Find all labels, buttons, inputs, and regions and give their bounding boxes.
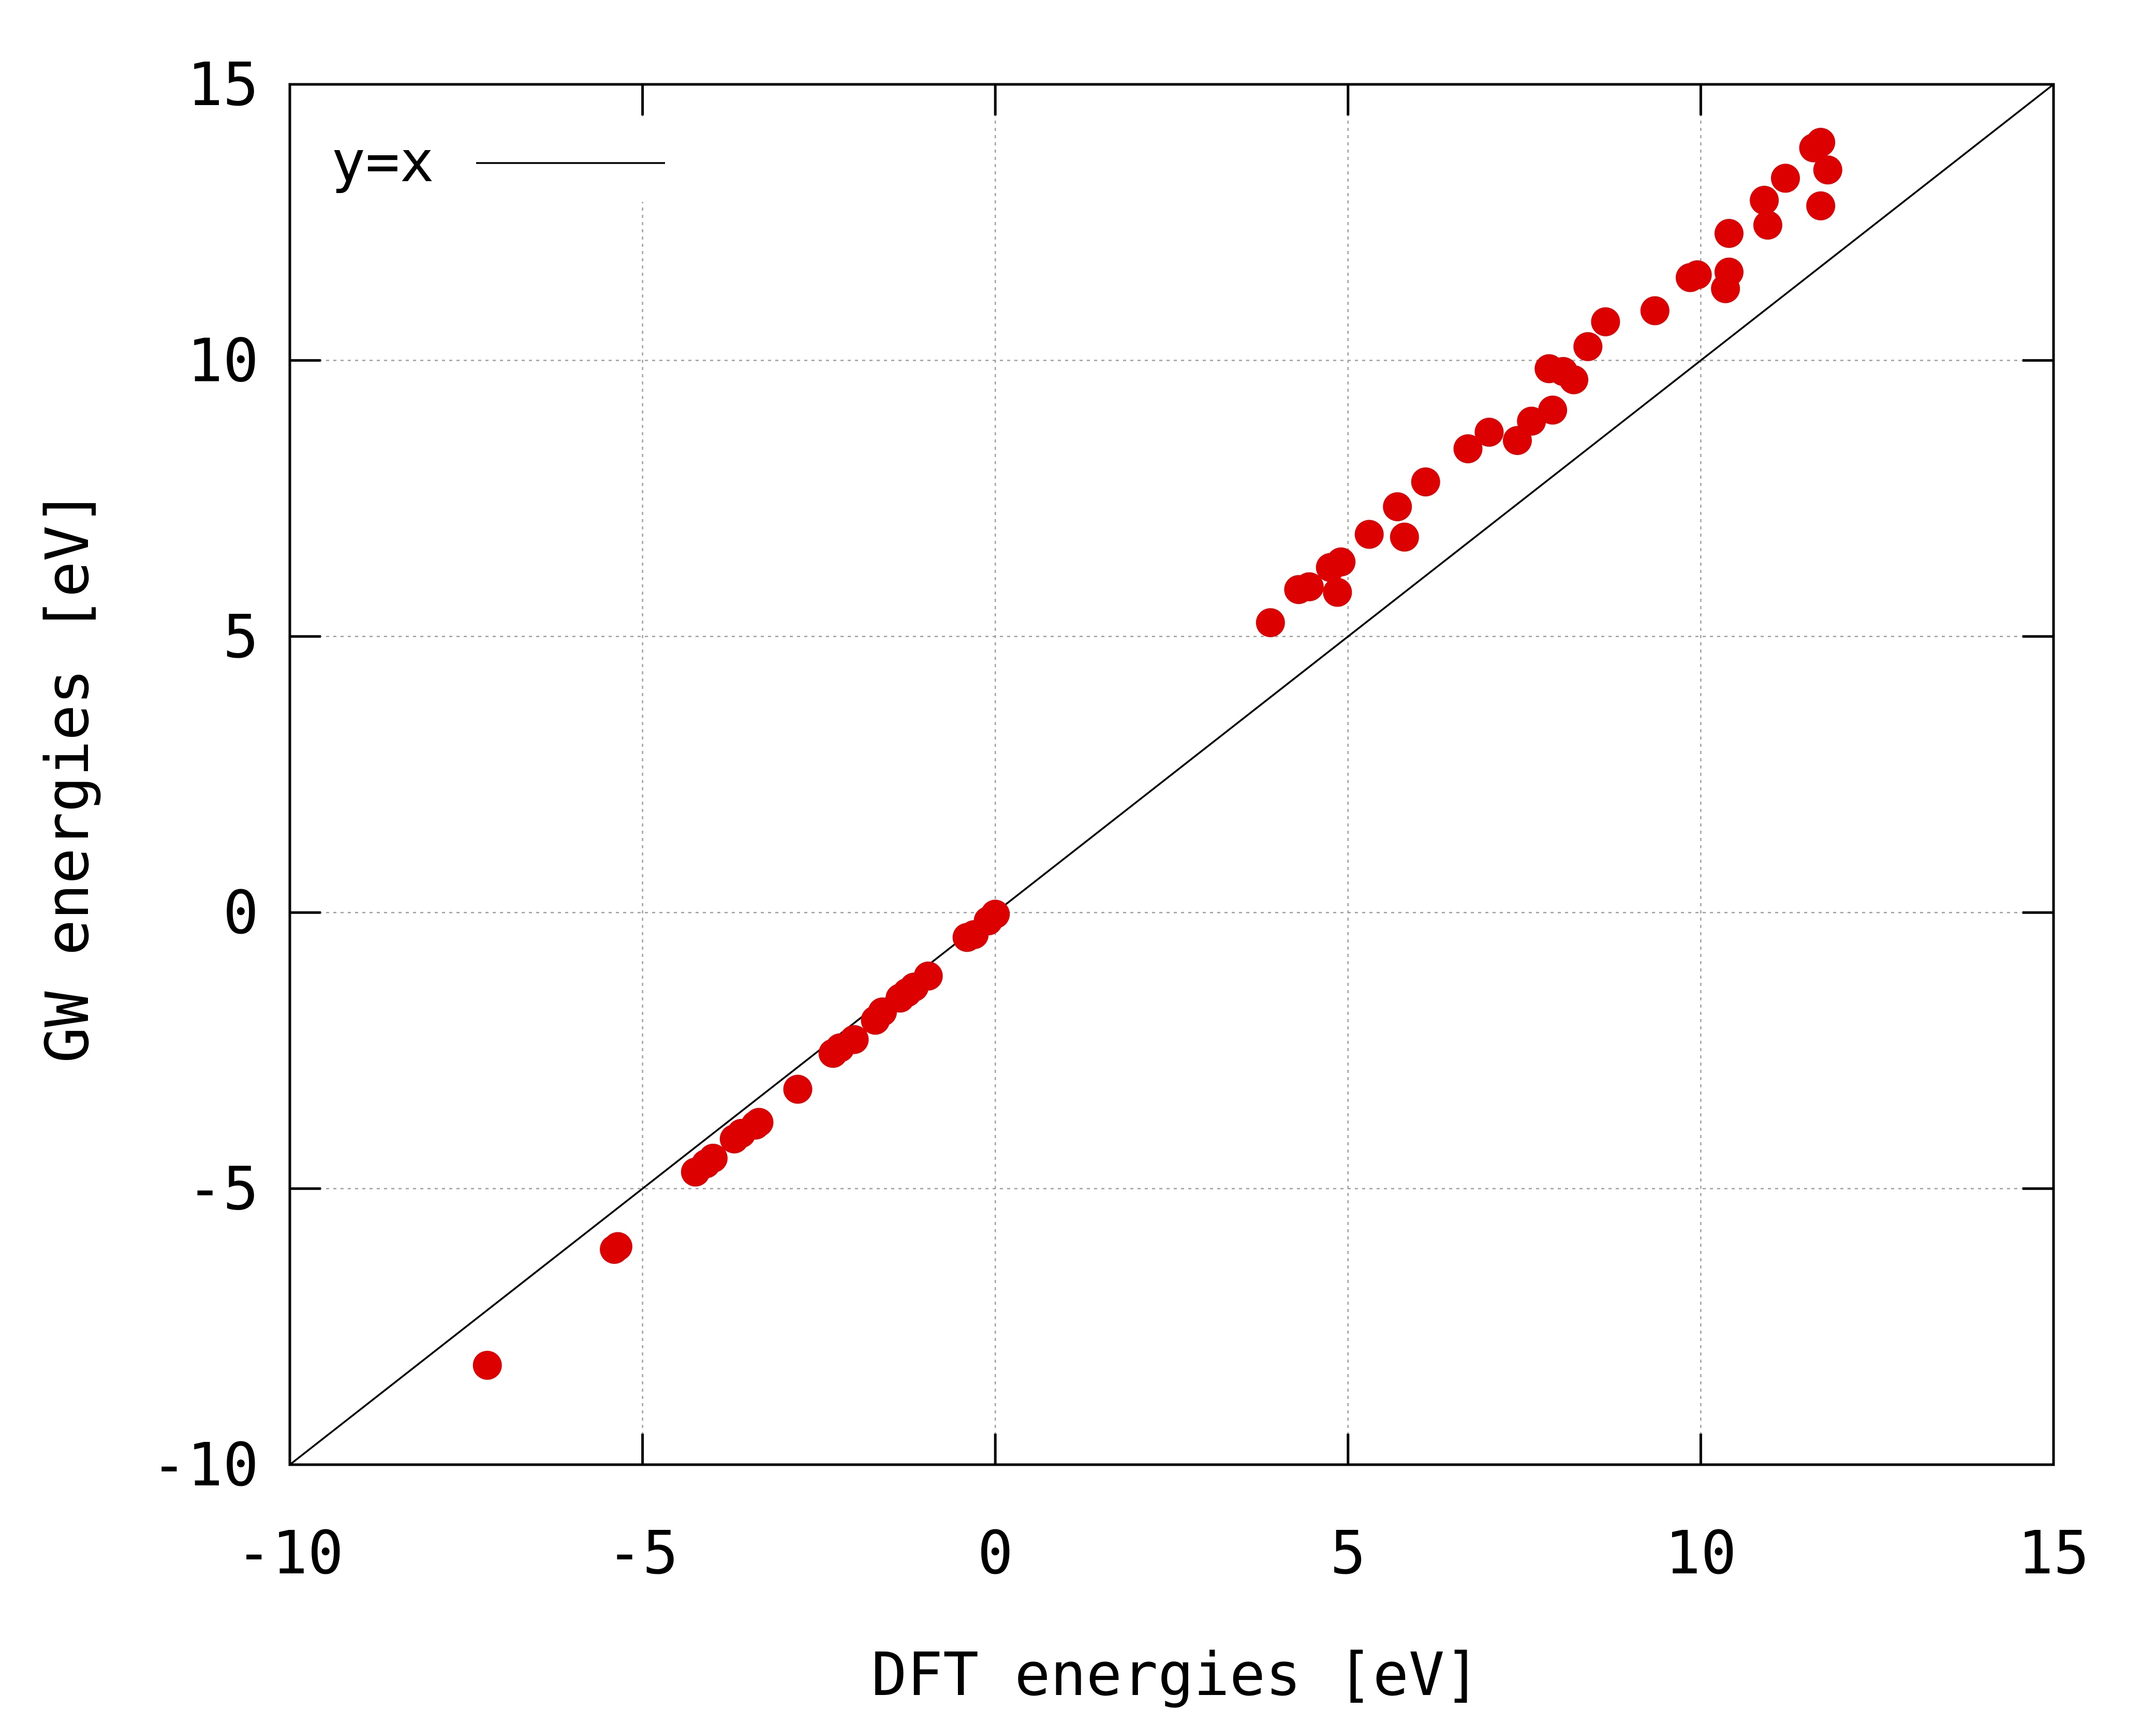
data-point — [1390, 522, 1419, 552]
y-tick-label: -10 — [151, 1431, 259, 1500]
data-point — [1256, 608, 1285, 638]
x-axis-label: DFT energies [eV] — [871, 1640, 1480, 1709]
data-point — [1559, 365, 1589, 394]
data-point — [698, 1143, 728, 1173]
data-point — [1326, 547, 1356, 577]
data-point — [1813, 155, 1842, 185]
data-point — [1714, 257, 1744, 287]
data-point — [1411, 467, 1440, 497]
x-tick-label: -10 — [236, 1518, 344, 1588]
y-tick-label: 15 — [187, 50, 259, 120]
data-point — [1323, 578, 1352, 607]
reference-line — [289, 83, 2055, 1466]
y-tick-label: 5 — [223, 602, 259, 672]
tick-labels: -10 -5 0 5 10 15 -10 -5 0 5 10 15 — [151, 50, 2089, 1588]
data-point — [1383, 492, 1412, 522]
data-point — [1453, 434, 1483, 464]
data-point — [1294, 572, 1324, 601]
x-tick-label: 0 — [978, 1518, 1013, 1588]
x-tick-label: 15 — [2018, 1518, 2089, 1588]
data-point — [1806, 128, 1836, 157]
data-point — [1640, 296, 1670, 326]
y-tick-label: -5 — [187, 1155, 259, 1224]
x-tick-label: 5 — [1330, 1518, 1366, 1588]
data-point — [1806, 191, 1836, 220]
legend: y=x — [300, 119, 673, 202]
data-point — [783, 1074, 813, 1104]
data-point — [1750, 186, 1779, 215]
data-point — [1474, 418, 1504, 447]
data-point — [981, 900, 1010, 929]
data-point — [1354, 520, 1384, 549]
data-point — [1682, 260, 1712, 290]
data-point — [472, 1350, 502, 1380]
data-point — [1538, 395, 1568, 425]
y-tick-label: 10 — [187, 326, 259, 395]
data-point — [839, 1025, 869, 1054]
x-tick-label: 10 — [1665, 1518, 1736, 1588]
data-point — [1573, 332, 1603, 361]
data-points — [472, 128, 1842, 1380]
data-point — [744, 1108, 774, 1137]
x-tick-label: -5 — [607, 1518, 678, 1588]
plot-frame — [288, 83, 2055, 1466]
data-point — [913, 961, 943, 991]
grid-lines — [290, 84, 2054, 1465]
data-point — [1591, 307, 1620, 336]
data-point — [603, 1232, 632, 1261]
legend-background — [300, 119, 673, 202]
y-axis-label: GW energies [eV] — [33, 490, 102, 1063]
data-point — [1753, 211, 1782, 240]
data-point — [1714, 219, 1744, 248]
legend-label: y=x — [331, 128, 434, 195]
reference-line-group — [289, 83, 2055, 1466]
y-tick-label: 0 — [223, 878, 259, 948]
data-point — [1770, 164, 1800, 193]
